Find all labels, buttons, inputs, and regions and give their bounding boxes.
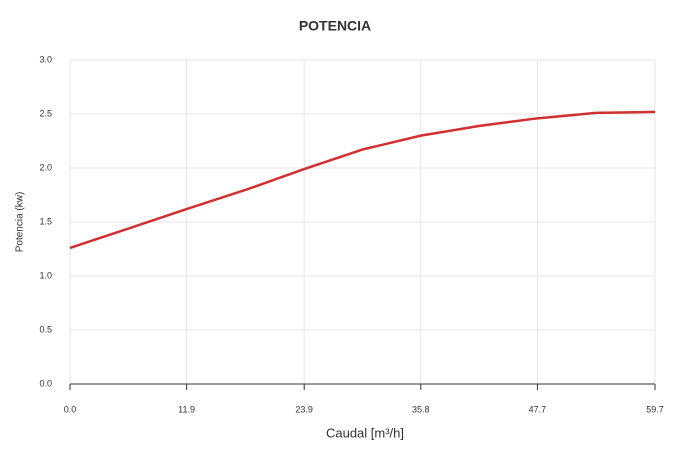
x-tick-label: 11.9 [178,404,195,414]
y-tick-label: 2.0 [39,162,52,172]
x-tick-label: 35.8 [412,404,430,414]
y-axis-label: Potencia (kw) [15,192,26,253]
y-tick-label: 0.0 [39,378,52,388]
x-tick-label: 23.9 [295,404,313,414]
x-axis-label: Caudal [m³/h] [326,425,404,440]
x-tick-label: 47.7 [529,404,547,414]
y-tick-label: 1.0 [39,270,52,280]
y-tick-label: 1.5 [39,216,52,226]
y-tick-label: 3.0 [39,54,52,64]
x-tick-label: 0.0 [64,404,77,414]
y-tick-label: 2.5 [39,108,52,118]
chart-title: POTENCIA [299,18,371,34]
x-tick-label: 59.7 [646,404,664,414]
data-line [69,110,656,250]
y-tick-label: 0.5 [39,324,52,334]
